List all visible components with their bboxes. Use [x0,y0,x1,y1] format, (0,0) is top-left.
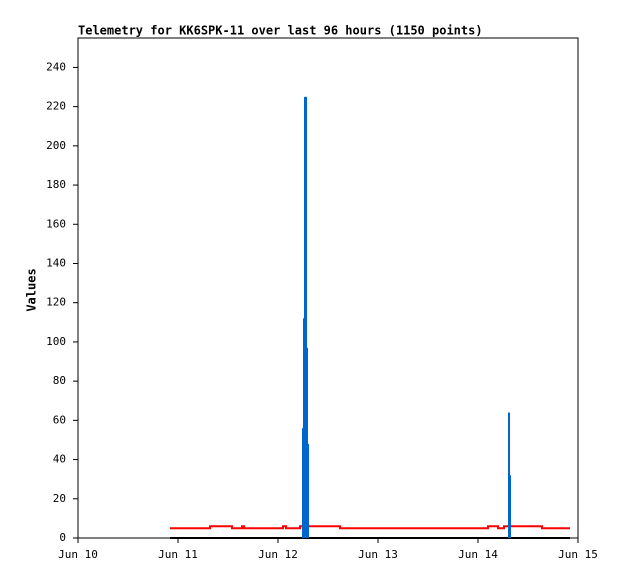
x-tick-label: Jun 10 [58,548,98,561]
y-tick-label: 140 [46,256,66,269]
y-tick-label: 120 [46,296,66,309]
y-axis-label: Values [25,268,39,311]
x-tick-label: Jun 14 [458,548,498,561]
y-tick-label: 240 [46,60,66,73]
y-tick-label: 80 [53,374,66,387]
series-line [170,525,570,530]
plot-frame [77,37,579,539]
y-tick-label: 220 [46,100,66,113]
x-tick-label: Jun 13 [358,548,398,561]
x-tick-label: Jun 12 [258,548,298,561]
y-tick-label: 180 [46,178,66,191]
y-tick-label: 200 [46,139,66,152]
y-tick-label: 40 [53,453,66,466]
y-tick-label: 60 [53,413,66,426]
chart-title: Telemetry for KK6SPK-11 over last 96 hou… [78,24,483,38]
y-tick-label: 0 [59,531,66,544]
y-tick-label: 160 [46,217,66,230]
y-tick-label: 100 [46,335,66,348]
y-tick-label: 20 [53,492,66,505]
x-tick-label: Jun 15 [558,548,598,561]
x-tick-label: Jun 11 [158,548,198,561]
